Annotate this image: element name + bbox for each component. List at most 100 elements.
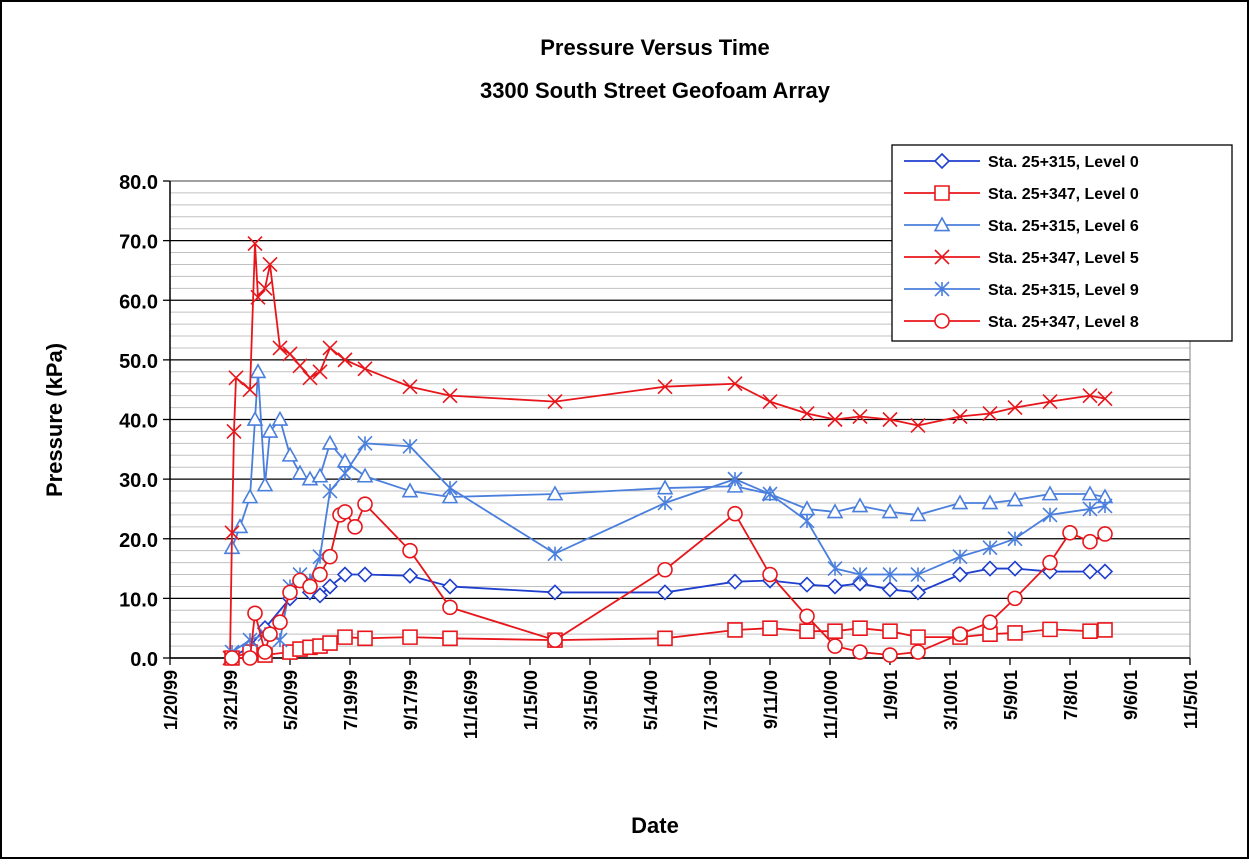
marker (1007, 590, 1023, 607)
marker (909, 506, 927, 522)
marker (827, 560, 843, 577)
marker (322, 548, 338, 565)
marker (1082, 533, 1098, 550)
marker (261, 422, 279, 438)
x-tick-label: 11/16/99 (461, 670, 481, 739)
marker (1097, 622, 1113, 638)
marker (311, 467, 329, 483)
y-tick-label: 40.0 (119, 411, 158, 433)
x-tick-label: 9/6/01 (1121, 670, 1141, 720)
marker (242, 382, 258, 398)
marker (982, 540, 998, 556)
marker (249, 363, 267, 379)
marker (982, 405, 998, 422)
marker (356, 467, 374, 483)
legend-box (891, 144, 1233, 342)
marker (337, 352, 353, 368)
marker (726, 573, 744, 590)
x-tick-label: 7/13/00 (701, 670, 721, 730)
marker (282, 346, 298, 362)
marker (442, 480, 458, 496)
marker (910, 644, 926, 660)
marker (402, 379, 418, 395)
marker (357, 361, 373, 377)
marker (281, 446, 299, 462)
marker (910, 566, 926, 583)
x-tick-label: 1/20/99 (161, 670, 181, 730)
marker (882, 566, 898, 583)
marker (302, 370, 318, 386)
marker (357, 630, 373, 647)
marker (322, 635, 338, 651)
x-tick-label: 7/8/01 (1061, 670, 1081, 720)
marker (224, 650, 240, 666)
marker (272, 340, 288, 356)
series-line (231, 371, 1106, 549)
x-tick-label: 5/20/99 (281, 670, 301, 730)
marker (312, 566, 328, 583)
legend-marker (934, 249, 950, 265)
marker (224, 525, 240, 541)
marker (547, 546, 563, 562)
marker (357, 435, 373, 451)
marker (1082, 623, 1098, 639)
marker (826, 503, 844, 519)
marker (981, 560, 999, 577)
marker (1042, 621, 1058, 638)
x-tick-label: 11/5/01 (1181, 670, 1201, 729)
marker (951, 494, 969, 510)
y-axis-title: Pressure (kPa) (42, 343, 67, 497)
x-tick-label: 1/15/00 (521, 670, 541, 730)
marker (337, 504, 353, 520)
marker (1007, 531, 1023, 547)
marker (656, 584, 674, 601)
marker (1097, 526, 1113, 542)
legend-label: Sta. 25+347, Level 5 (988, 250, 1139, 267)
marker (336, 566, 354, 583)
legend-label: Sta. 25+347, Level 0 (988, 186, 1139, 203)
marker (262, 626, 278, 642)
marker (852, 644, 868, 660)
marker (272, 614, 288, 631)
y-tick-label: 10.0 (119, 589, 158, 611)
marker (282, 584, 298, 601)
marker (1007, 400, 1023, 416)
marker (347, 519, 363, 535)
marker (882, 623, 898, 639)
marker (1006, 491, 1024, 507)
marker (982, 614, 998, 631)
marker (727, 505, 743, 522)
legend-label: Sta. 25+315, Level 6 (988, 218, 1139, 235)
x-tick-label: 9/11/00 (761, 670, 781, 729)
marker (242, 650, 258, 666)
x-tick-label: 9/17/99 (401, 670, 421, 730)
marker (657, 630, 673, 647)
marker (321, 578, 339, 595)
marker (952, 549, 968, 565)
marker (256, 476, 274, 492)
marker (402, 542, 418, 559)
marker (312, 364, 328, 380)
marker (302, 578, 318, 595)
marker (852, 620, 868, 636)
marker (762, 566, 778, 583)
marker (1082, 501, 1098, 517)
marker (851, 497, 869, 513)
marker (1007, 625, 1023, 641)
marker (827, 638, 843, 654)
legend-marker (934, 281, 950, 297)
marker (827, 623, 843, 639)
marker (441, 578, 459, 595)
marker (799, 608, 815, 625)
marker (881, 503, 899, 519)
marker (826, 578, 844, 595)
chart-subtitle: 3300 South Street Geofoam Array (480, 78, 831, 103)
x-axis-title: Date (631, 813, 679, 838)
marker (1042, 394, 1058, 410)
marker (1062, 524, 1078, 541)
y-tick-label: 70.0 (119, 232, 158, 254)
marker (656, 479, 674, 495)
marker (1042, 507, 1058, 523)
